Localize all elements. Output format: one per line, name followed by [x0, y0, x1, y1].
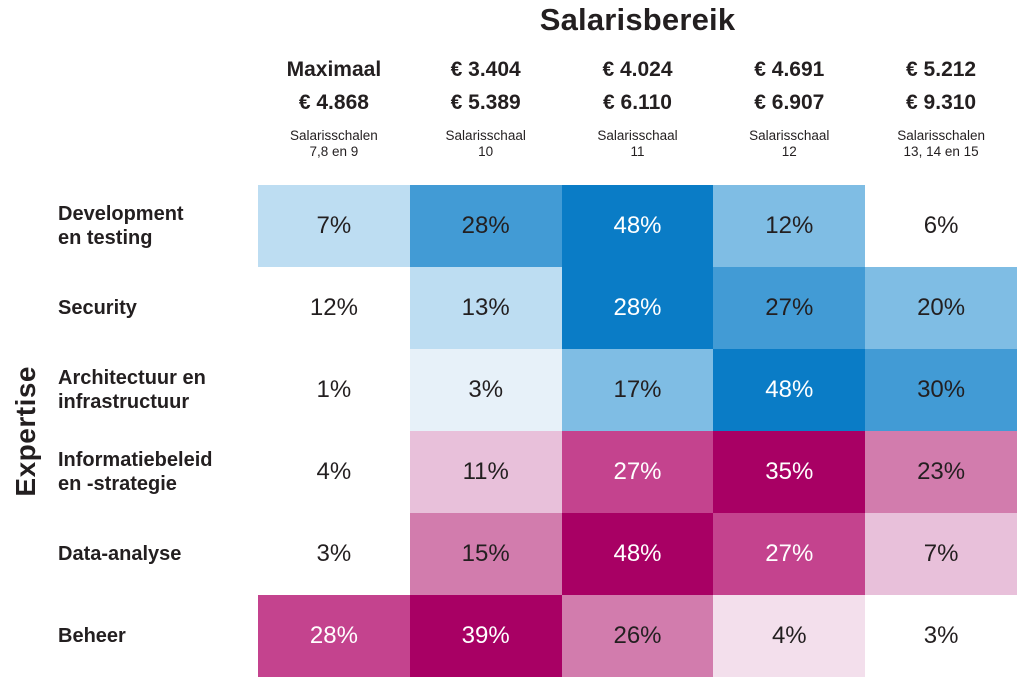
salary-scale: Salarisschaal 11: [597, 128, 678, 160]
salary-scale: Salarisschalen 7,8 en 9: [290, 128, 378, 160]
column-header-4: € 4.691 € 6.907 Salarisschaal 12: [713, 54, 865, 160]
row-label-development-en-testing: Development en testing: [58, 203, 184, 249]
row-label-data-analyse: Data-analyse: [58, 543, 182, 565]
column-header-2: € 3.404 € 5.389 Salarisschaal 10: [410, 54, 562, 160]
cell-informatiebeleid-col2: 11%: [409, 431, 562, 513]
cell-security-col3: 28%: [561, 267, 714, 349]
salary-range: € 4.691 € 6.907: [754, 58, 825, 114]
cell-informatiebeleid-col3: 27%: [561, 431, 714, 513]
cell-development-col5: 6%: [865, 185, 1017, 267]
cell-data-analyse-col3: 48%: [561, 513, 714, 595]
cell-architectuur-col5: 30%: [865, 349, 1017, 431]
cell-architectuur-col3: 17%: [561, 349, 714, 431]
cell-architectuur-col2: 3%: [409, 349, 562, 431]
salary-range: Maximaal € 4.868: [286, 58, 382, 114]
cell-security-col4: 27%: [713, 267, 866, 349]
salary-scale: Salarisschaal 10: [445, 128, 526, 160]
cell-security-col1: 12%: [258, 267, 410, 349]
cell-beheer-col3: 26%: [561, 595, 714, 677]
cell-development-col3: 48%: [561, 185, 714, 267]
salary-scale: Salarisschaal 12: [749, 128, 830, 160]
row-label-informatiebeleid-en-strategie: Informatiebeleid en -strategie: [58, 449, 213, 495]
column-header-1: Maximaal € 4.868 Salarisschalen 7,8 en 9: [258, 54, 410, 160]
salary-scale: Salarisschalen 13, 14 en 15: [897, 128, 985, 160]
column-headers: Maximaal € 4.868 Salarisschalen 7,8 en 9…: [258, 54, 1017, 160]
column-header-5: € 5.212 € 9.310 Salarisschalen 13, 14 en…: [865, 54, 1017, 160]
row-label-architectuur-en-infrastructuur: Architectuur en infrastructuur: [58, 367, 206, 413]
cell-development-col2: 28%: [409, 185, 562, 267]
heatmap-grid: Development en testing 7% 28% 48% 12% 6%…: [0, 185, 1017, 677]
cell-security-col2: 13%: [409, 267, 562, 349]
cell-architectuur-col1: 1%: [258, 349, 410, 431]
chart-title: Salarisbereik: [539, 2, 736, 37]
cell-beheer-col5: 3%: [865, 595, 1017, 677]
cell-beheer-col4: 4%: [713, 595, 866, 677]
salary-range: € 3.404 € 5.389: [450, 58, 521, 114]
row-label-beheer: Beheer: [58, 625, 126, 647]
cell-security-col5: 20%: [865, 267, 1017, 349]
cell-data-analyse-col4: 27%: [713, 513, 866, 595]
cell-informatiebeleid-col5: 23%: [865, 431, 1017, 513]
cell-beheer-col1: 28%: [258, 595, 410, 677]
cell-architectuur-col4: 48%: [713, 349, 866, 431]
cell-development-col1: 7%: [258, 185, 410, 267]
cell-data-analyse-col1: 3%: [258, 513, 410, 595]
cell-development-col4: 12%: [713, 185, 866, 267]
cell-informatiebeleid-col1: 4%: [258, 431, 410, 513]
cell-informatiebeleid-col4: 35%: [713, 431, 866, 513]
cell-data-analyse-col2: 15%: [409, 513, 562, 595]
salary-range: € 4.024 € 6.110: [602, 58, 673, 114]
row-label-security: Security: [58, 297, 137, 319]
cell-data-analyse-col5: 7%: [865, 513, 1017, 595]
cell-beheer-col2: 39%: [409, 595, 562, 677]
column-header-3: € 4.024 € 6.110 Salarisschaal 11: [562, 54, 714, 160]
salary-range: € 5.212 € 9.310: [906, 58, 977, 114]
